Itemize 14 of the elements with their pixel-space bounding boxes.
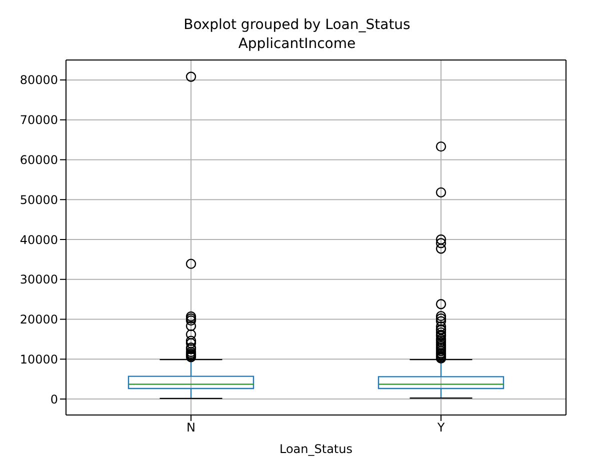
y-tick-label: 70000	[20, 113, 58, 128]
x-tick-label: Y	[436, 420, 446, 435]
y-tick-label: 10000	[20, 352, 58, 366]
x-tick-label: N	[186, 420, 196, 435]
chart-subtitle: ApplicantIncome	[237, 35, 357, 54]
y-tick-label: 20000	[20, 312, 58, 327]
x-axis-title: Loan_Status	[279, 442, 353, 456]
y-tick-label: 50000	[20, 192, 58, 207]
chart-title: Boxplot grouped by Loan_Status	[182, 16, 412, 35]
y-tick-label: 30000	[20, 272, 58, 287]
y-tick-label: 80000	[20, 73, 58, 88]
y-tick-label: 40000	[20, 232, 58, 247]
y-tick-label: 60000	[20, 152, 58, 167]
y-tick-label: 0	[50, 392, 58, 406]
